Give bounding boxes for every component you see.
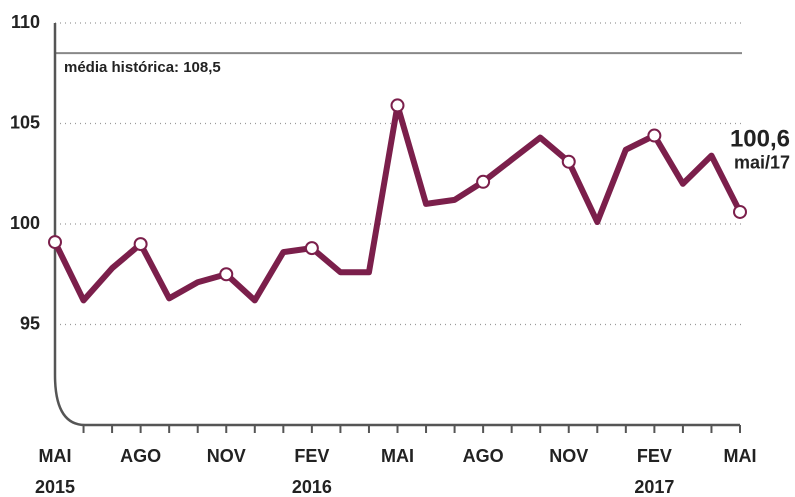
x-tick-label: FEV (294, 446, 329, 466)
y-tick-label: 100 (10, 213, 40, 233)
x-tick-label: MAI (39, 446, 72, 466)
year-label: 2016 (292, 477, 332, 497)
data-point (561, 154, 576, 169)
value-note: mai/17 (734, 153, 790, 173)
data-point (219, 267, 234, 282)
y-tick-label: 105 (10, 112, 40, 132)
data-line (52, 102, 743, 304)
year-label: 2017 (634, 477, 674, 497)
data-point (733, 204, 747, 219)
x-tick-label: AGO (463, 446, 504, 466)
reference-label: média histórica: 108,5 (64, 59, 221, 76)
x-tick-label: NOV (549, 446, 588, 466)
year-label: 2015 (35, 477, 75, 497)
y-tick-label: 110 (11, 12, 40, 32)
data-point (476, 174, 491, 189)
x-tick-label: MAI (381, 446, 414, 466)
x-tick-label: MAI (724, 446, 757, 466)
x-tick-label: FEV (637, 446, 672, 466)
axis (53, 23, 740, 427)
data-point (647, 128, 662, 143)
data-point (133, 237, 148, 252)
x-tick-label: NOV (207, 446, 246, 466)
y-tick-label: 95 (20, 313, 40, 333)
data-point (48, 235, 62, 250)
x-tick-label: AGO (120, 446, 161, 466)
value-label: 100,6 (730, 125, 790, 152)
data-point (304, 241, 319, 256)
data-point (390, 98, 405, 113)
